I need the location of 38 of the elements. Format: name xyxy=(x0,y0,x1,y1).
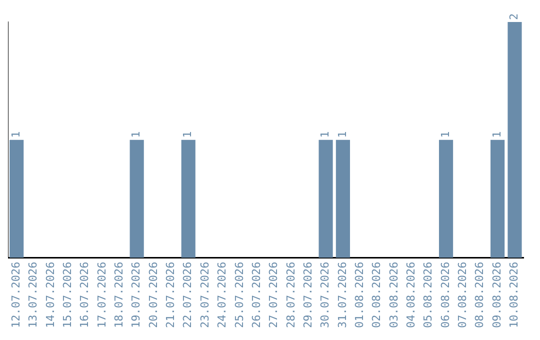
x-tick-label: 31.07.2026 xyxy=(336,262,349,328)
data-label: 1 xyxy=(130,131,143,138)
data-label: 1 xyxy=(438,131,452,138)
data-label: 1 xyxy=(336,131,349,138)
x-tick-label: 16.07.2026 xyxy=(78,262,92,328)
x-tick-label: 21.07.2026 xyxy=(164,262,178,328)
x-tick-label: 30.07.2026 xyxy=(318,262,332,328)
data-label: 1 xyxy=(181,131,194,138)
data-label: 2 xyxy=(508,13,521,20)
x-tick-label: 20.07.2026 xyxy=(146,262,160,328)
data-label: 1 xyxy=(318,131,332,138)
x-tick-label: 27.07.2026 xyxy=(267,262,280,328)
x-tick-label: 09.08.2026 xyxy=(490,262,504,328)
data-label: 1 xyxy=(490,131,504,138)
x-tick-label: 01.08.2026 xyxy=(352,262,366,328)
x-tick-label: 23.07.2026 xyxy=(198,262,212,328)
x-tick-label: 08.08.2026 xyxy=(473,262,486,328)
x-tick-label: 24.07.2026 xyxy=(216,262,229,328)
x-tick-label: 15.07.2026 xyxy=(60,262,74,328)
x-tick-label: 10.08.2026 xyxy=(508,262,521,328)
x-tick-label: 07.08.2026 xyxy=(456,262,470,328)
x-tick-label: 29.07.2026 xyxy=(301,262,314,328)
x-tick-label: 05.08.2026 xyxy=(422,262,435,328)
x-tick-label: 04.08.2026 xyxy=(404,262,418,328)
x-tick-label: 19.07.2026 xyxy=(130,262,143,328)
x-tick-label: 06.08.2026 xyxy=(438,262,452,328)
x-tick-label: 14.07.2026 xyxy=(44,262,57,328)
x-tick-label: 28.07.2026 xyxy=(284,262,298,328)
x-tick-label: 26.07.2026 xyxy=(250,262,263,328)
x-tick-label: 02.08.2026 xyxy=(370,262,384,328)
x-tick-label: 03.08.2026 xyxy=(387,262,400,328)
x-tick-label: 25.07.2026 xyxy=(232,262,246,328)
x-tick-label: 13.07.2026 xyxy=(26,262,40,328)
x-tick-label: 18.07.2026 xyxy=(112,262,126,328)
x-tick-label: 17.07.2026 xyxy=(95,262,108,328)
data-label: 1 xyxy=(9,131,22,138)
x-tick-label: 12.07.2026 xyxy=(9,262,22,328)
x-tick-label: 22.07.2026 xyxy=(181,262,194,328)
